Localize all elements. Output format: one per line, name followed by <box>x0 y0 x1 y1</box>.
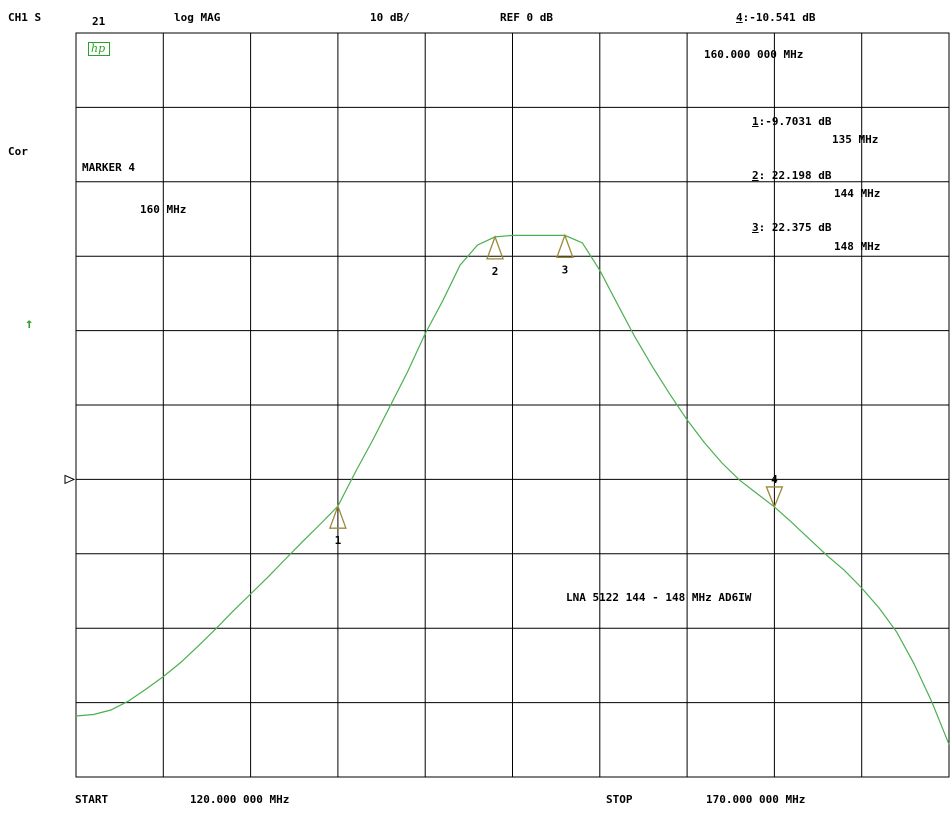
marker-2-number: 2 <box>492 265 499 278</box>
hp-logo-text: hp <box>91 42 106 55</box>
marker-2-readout: 2: 22.198 dB <box>752 169 832 182</box>
marker-1-number: 1 <box>335 534 342 547</box>
stop-label: STOP <box>606 793 633 806</box>
marker-1-readout: 1:-9.7031 dB <box>752 115 832 128</box>
channel-label: CH1 S <box>8 11 42 24</box>
marker-2-triangle <box>486 234 504 260</box>
parameter-subscript: 21 <box>92 15 106 28</box>
reference-level-marker <box>64 474 76 485</box>
hp-logo: hp <box>88 42 110 56</box>
active-marker-readout: 4:-10.541 dB <box>736 12 815 24</box>
marker-2-frequency: 144 MHz <box>834 187 881 200</box>
active-marker-index: 4 <box>736 11 743 24</box>
marker-3-frequency: 148 MHz <box>834 240 881 253</box>
marker-label-freq: 160 MHz <box>140 203 187 216</box>
correction-indicator: Cor <box>8 145 28 158</box>
markers-layer: 1 2 3 4 <box>328 233 784 547</box>
marker-label-title: MARKER 4 <box>82 161 135 174</box>
up-arrow-icon: ↑ <box>25 316 34 332</box>
active-marker-value: :-10.541 dB <box>742 11 816 24</box>
marker-3-readout: 3: 22.375 dB <box>752 221 832 234</box>
scale-label: 10 dB/ <box>370 11 410 24</box>
start-frequency: 120.000 000 MHz <box>190 793 290 806</box>
start-label: START <box>75 793 109 806</box>
trace-annotation: LNA 5122 144 - 148 MHz AD6IW <box>566 591 752 604</box>
marker-4-number: 4 <box>771 473 778 486</box>
marker-1-frequency: 135 MHz <box>832 133 879 146</box>
active-marker-frequency: 160.000 000 MHz <box>704 48 804 61</box>
reference-label: REF 0 dB <box>500 11 553 24</box>
marker-3-triangle <box>555 233 574 259</box>
stop-frequency: 170.000 000 MHz <box>706 793 806 806</box>
marker-1-triangle <box>328 504 347 529</box>
marker-4-triangle <box>765 486 784 509</box>
graticule <box>75 32 950 778</box>
marker-3-number: 3 <box>562 263 569 276</box>
trace-line <box>75 234 950 745</box>
format-label: log MAG <box>174 11 221 24</box>
